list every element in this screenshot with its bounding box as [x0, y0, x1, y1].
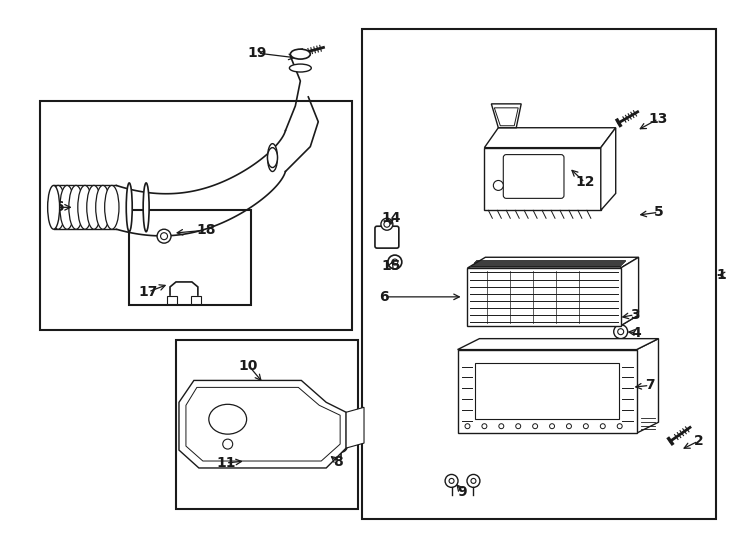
Text: 2: 2	[694, 434, 703, 448]
Circle shape	[618, 329, 624, 335]
Circle shape	[584, 424, 589, 429]
FancyBboxPatch shape	[191, 296, 201, 304]
Text: 10: 10	[239, 359, 258, 373]
Circle shape	[533, 424, 537, 429]
Polygon shape	[601, 128, 616, 210]
Circle shape	[465, 424, 470, 429]
Text: 13: 13	[649, 112, 668, 126]
Ellipse shape	[51, 185, 65, 229]
Bar	[129, 210, 250, 305]
Ellipse shape	[143, 183, 149, 232]
Circle shape	[516, 424, 520, 429]
Ellipse shape	[95, 185, 110, 229]
Polygon shape	[491, 104, 521, 128]
Text: 7: 7	[644, 379, 654, 393]
Circle shape	[499, 424, 504, 429]
Ellipse shape	[48, 185, 59, 229]
Ellipse shape	[105, 185, 119, 229]
Circle shape	[222, 439, 233, 449]
Ellipse shape	[87, 185, 101, 229]
Text: 6: 6	[379, 290, 389, 304]
Ellipse shape	[267, 147, 277, 167]
Polygon shape	[494, 108, 518, 126]
Text: 14: 14	[381, 211, 401, 225]
Circle shape	[467, 475, 480, 488]
Polygon shape	[346, 407, 364, 448]
Text: 19: 19	[248, 46, 267, 60]
FancyBboxPatch shape	[476, 362, 619, 419]
Polygon shape	[484, 147, 601, 210]
Polygon shape	[484, 128, 616, 147]
FancyBboxPatch shape	[504, 154, 564, 198]
Ellipse shape	[208, 404, 247, 434]
FancyBboxPatch shape	[167, 296, 177, 304]
Ellipse shape	[126, 183, 132, 232]
Text: 15: 15	[381, 259, 401, 273]
Circle shape	[381, 218, 393, 230]
Circle shape	[493, 180, 504, 191]
Text: 9: 9	[458, 485, 468, 499]
Circle shape	[614, 325, 628, 339]
Polygon shape	[468, 315, 639, 326]
Text: 16: 16	[46, 200, 65, 214]
Text: 11: 11	[216, 456, 236, 470]
Text: 4: 4	[632, 326, 642, 340]
Polygon shape	[468, 257, 639, 268]
Text: 18: 18	[196, 223, 216, 237]
Text: 3: 3	[630, 308, 639, 322]
Text: 8: 8	[333, 455, 343, 469]
Bar	[176, 340, 358, 509]
Ellipse shape	[69, 185, 83, 229]
Ellipse shape	[60, 185, 74, 229]
Circle shape	[445, 475, 458, 488]
Circle shape	[550, 424, 554, 429]
Polygon shape	[636, 339, 658, 433]
Ellipse shape	[78, 185, 92, 229]
Ellipse shape	[291, 49, 310, 59]
Circle shape	[617, 424, 622, 429]
Circle shape	[449, 478, 454, 483]
FancyBboxPatch shape	[375, 226, 399, 248]
Circle shape	[482, 424, 487, 429]
Ellipse shape	[267, 144, 277, 172]
Bar	[40, 101, 352, 330]
Polygon shape	[457, 349, 636, 433]
Circle shape	[157, 229, 171, 243]
Text: 17: 17	[139, 285, 158, 299]
Text: 12: 12	[575, 176, 595, 190]
Ellipse shape	[289, 64, 311, 72]
Bar	[362, 29, 716, 519]
Polygon shape	[457, 339, 658, 349]
Circle shape	[388, 255, 401, 269]
Polygon shape	[621, 257, 639, 326]
Text: 1: 1	[716, 268, 726, 282]
Text: 5: 5	[653, 205, 664, 219]
Circle shape	[392, 259, 398, 265]
Circle shape	[161, 233, 167, 240]
Circle shape	[384, 221, 390, 227]
Circle shape	[567, 424, 572, 429]
Circle shape	[471, 478, 476, 483]
Polygon shape	[179, 380, 346, 468]
Circle shape	[600, 424, 606, 429]
Polygon shape	[468, 268, 621, 326]
